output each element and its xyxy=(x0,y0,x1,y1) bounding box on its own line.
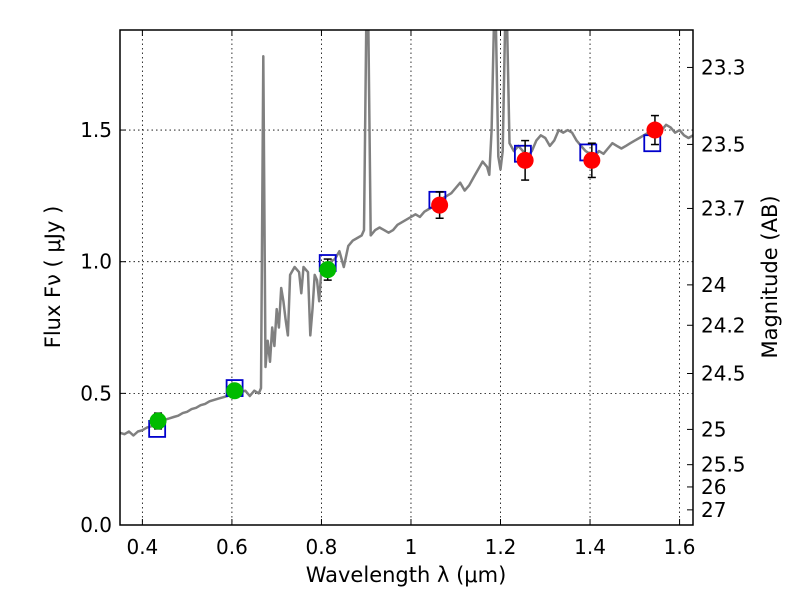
grid xyxy=(120,30,693,526)
nir-photometry-point xyxy=(583,151,601,169)
data-layer xyxy=(120,30,693,438)
nir-photometry-point xyxy=(516,151,534,169)
ticks xyxy=(120,30,693,526)
nir-photometry-point xyxy=(431,196,449,214)
y-tick-label: 1.0 xyxy=(80,250,112,274)
optical-photometry-point xyxy=(319,261,337,279)
x-tick-label: 1.2 xyxy=(485,535,517,559)
right-axis-label: Magnitude (AB) xyxy=(758,195,782,358)
right-tick-label: 23.3 xyxy=(701,55,746,79)
plot-frame xyxy=(119,29,694,526)
x-tick-label: 1.6 xyxy=(664,535,696,559)
right-tick-label: 23.5 xyxy=(701,132,746,156)
plot-area xyxy=(120,30,693,525)
nir-photometry-point xyxy=(646,121,664,139)
x-tick-label: 0.4 xyxy=(126,535,158,559)
y-tick-label: 0.5 xyxy=(80,381,112,405)
right-tick-label: 27 xyxy=(701,498,726,522)
right-tick-label: 25 xyxy=(701,417,726,441)
right-tick-label: 24 xyxy=(701,273,726,297)
tick-labels: 0.4 0.6 0.8 1 1.2 1.4 1.6 0.0 0.5 1.0 1.5 23.3 23.5 2… xyxy=(80,55,745,559)
y-tick-label: 1.5 xyxy=(80,118,112,142)
optical-photometry-point xyxy=(226,382,244,400)
right-tick-label: 24.5 xyxy=(701,361,746,385)
x-tick-label: 0.6 xyxy=(216,535,248,559)
right-tick-label: 26 xyxy=(701,475,726,499)
x-tick-label: 1 xyxy=(405,535,418,559)
y-axis-label: Flux Fν ( μJy ) xyxy=(41,206,65,349)
y-tick-label: 0.0 xyxy=(80,513,112,537)
right-tick-label: 23.7 xyxy=(701,196,746,220)
x-axis-label: Wavelength λ (μm) xyxy=(306,563,507,587)
right-tick-label: 24.2 xyxy=(701,313,746,337)
x-tick-label: 1.4 xyxy=(574,535,606,559)
right-tick-label: 25.5 xyxy=(701,453,746,477)
x-tick-label: 0.8 xyxy=(306,535,338,559)
optical-photometry-point xyxy=(149,412,167,430)
